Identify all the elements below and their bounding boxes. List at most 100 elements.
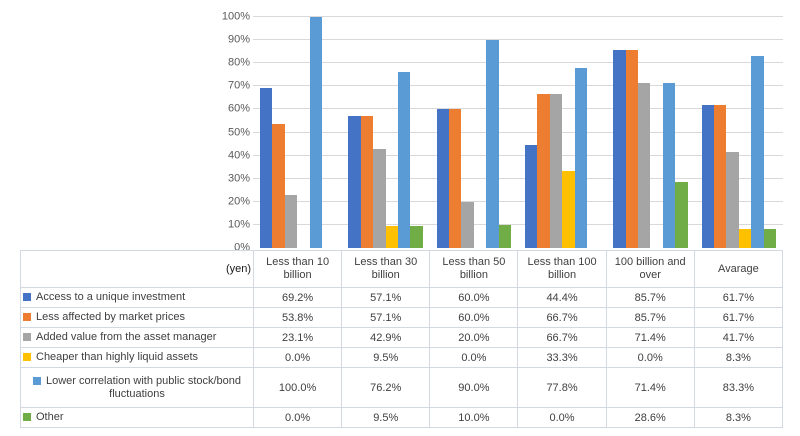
- value-cell: 41.7%: [693, 327, 784, 348]
- series-label: Access to a unique investment: [36, 291, 186, 303]
- y-tick-label: 50%: [227, 126, 250, 138]
- value-cell: 20.0%: [429, 327, 519, 348]
- bar-series-2-group-5: [625, 50, 639, 248]
- bar-series-3-group-5: [638, 83, 651, 248]
- y-tick-label: 70%: [227, 79, 250, 92]
- y-tick-label: 20%: [227, 195, 250, 208]
- value-cell: 33.3%: [517, 347, 607, 368]
- gridline: [253, 177, 783, 179]
- value-cell: 57.1%: [341, 307, 431, 328]
- bar-series-6-group-5: [675, 181, 688, 248]
- series-label-cell: Less affected by market prices: [20, 307, 254, 328]
- series-label: Cheaper than highly liquid assets: [36, 351, 199, 363]
- column-header-100-billion-and-over: 100 billion and over: [605, 250, 695, 288]
- bar-group-4: [518, 17, 606, 248]
- bar-series-5-group-6: [751, 55, 764, 248]
- series-label: Added value from the asset manager: [36, 331, 217, 343]
- value-cell: 76.2%: [341, 367, 431, 408]
- gridline: [253, 200, 783, 202]
- legend-key-swatch: [23, 293, 31, 301]
- value-cell: 53.8%: [252, 307, 343, 328]
- value-cell: 10.0%: [429, 407, 519, 428]
- gridline: [253, 16, 783, 17]
- axis-unit-label: (yen): [20, 250, 254, 288]
- y-tick-label: 0%: [234, 241, 250, 254]
- table-row: Lower correlation with public stock/bond…: [20, 367, 784, 408]
- value-cell: 60.0%: [429, 287, 519, 308]
- bar-series-3-group-6: [726, 151, 739, 248]
- value-cell: 8.3%: [693, 347, 784, 368]
- value-cell: 90.0%: [429, 367, 519, 408]
- gridline: [253, 223, 783, 225]
- bar-series-5-group-3: [486, 40, 499, 248]
- value-cell: 69.2%: [252, 287, 343, 308]
- bar-series-1-group-6: [701, 105, 715, 248]
- series-label-cell: Lower correlation with public stock/bond…: [20, 367, 254, 408]
- bar-series-1-group-5: [613, 50, 626, 248]
- bar-groups: [253, 17, 783, 248]
- bar-series-1-group-4: [524, 145, 538, 248]
- value-cell: 61.7%: [693, 307, 784, 328]
- legend-key-swatch: [23, 313, 31, 321]
- column-header-less-than-100-billion: Less than 100 billion: [517, 250, 607, 288]
- bar-series-3-group-2: [373, 148, 386, 248]
- value-cell: 66.7%: [517, 307, 607, 328]
- bar-series-5-group-1: [309, 17, 322, 248]
- value-cell: 66.7%: [517, 327, 607, 348]
- value-cell: 83.3%: [693, 367, 784, 408]
- value-cell: 61.7%: [693, 287, 784, 308]
- bar-series-2-group-2: [360, 116, 374, 248]
- y-axis: 0% 10% 20% 30% 40% 50% 60% 70% 80% 90% 100%: [205, 11, 250, 253]
- value-cell: 57.1%: [341, 287, 431, 308]
- gridline: [253, 131, 783, 133]
- bar-series-5-group-2: [397, 71, 411, 248]
- column-header-less-than-50-billion: Less than 50 billion: [429, 250, 519, 288]
- value-cell: 44.4%: [517, 287, 607, 308]
- bar-series-4-group-2: [385, 226, 398, 248]
- legend-key-swatch: [23, 333, 31, 341]
- gridline: [253, 154, 783, 156]
- bar-group-3: [430, 17, 518, 248]
- gridline: [253, 62, 783, 64]
- series-label-cell: Access to a unique investment: [20, 287, 254, 308]
- value-cell: 28.6%: [605, 407, 695, 428]
- table-row: Added value from the asset manager 23.1% 4…: [20, 327, 784, 348]
- gridline: [253, 85, 783, 87]
- bar-series-1-group-3: [436, 109, 450, 248]
- y-tick-label: 100%: [221, 10, 250, 23]
- value-cell: 9.5%: [341, 407, 431, 428]
- legend-key-swatch: [23, 413, 31, 421]
- value-cell: 23.1%: [252, 327, 343, 348]
- gridline: [253, 39, 783, 41]
- series-label-cell: Other: [20, 407, 254, 428]
- series-label-cell: Cheaper than highly liquid assets: [20, 347, 254, 368]
- legend-key-swatch: [23, 353, 31, 361]
- value-cell: 71.4%: [605, 327, 695, 348]
- y-tick-label: 60%: [227, 102, 250, 115]
- value-cell: 85.7%: [605, 307, 695, 328]
- value-cell: 71.4%: [605, 367, 695, 408]
- column-header-avarage: Avarage: [693, 250, 784, 288]
- table-row: Less affected by market prices 53.8% 57.1%…: [20, 307, 784, 328]
- value-cell: 0.0%: [605, 347, 695, 368]
- column-header-less-than-10-billion: Less than 10 billion: [252, 250, 343, 288]
- series-label: Other: [36, 411, 64, 423]
- value-cell: 8.3%: [693, 407, 784, 428]
- bar-series-6-group-2: [410, 226, 423, 248]
- plot-area: [253, 16, 783, 248]
- bar-group-5: [606, 17, 694, 248]
- table-row: Access to a unique investment 69.2% 57.1% 6…: [20, 287, 784, 308]
- gridline: [253, 108, 783, 110]
- value-cell: 0.0%: [252, 347, 343, 368]
- bar-series-6-group-3: [498, 224, 511, 248]
- bar-series-5-group-5: [662, 83, 676, 248]
- bar-series-3-group-3: [461, 201, 474, 248]
- bar-series-5-group-4: [574, 68, 587, 248]
- y-tick-label: 80%: [227, 56, 250, 69]
- column-header-less-than-30-billion: Less than 30 billion: [341, 250, 431, 288]
- y-tick-label: 10%: [227, 218, 250, 231]
- series-label: Less affected by market prices: [36, 311, 185, 323]
- series-label: Lower correlation with public stock/bond…: [45, 374, 242, 400]
- legend-key-swatch: [32, 376, 41, 385]
